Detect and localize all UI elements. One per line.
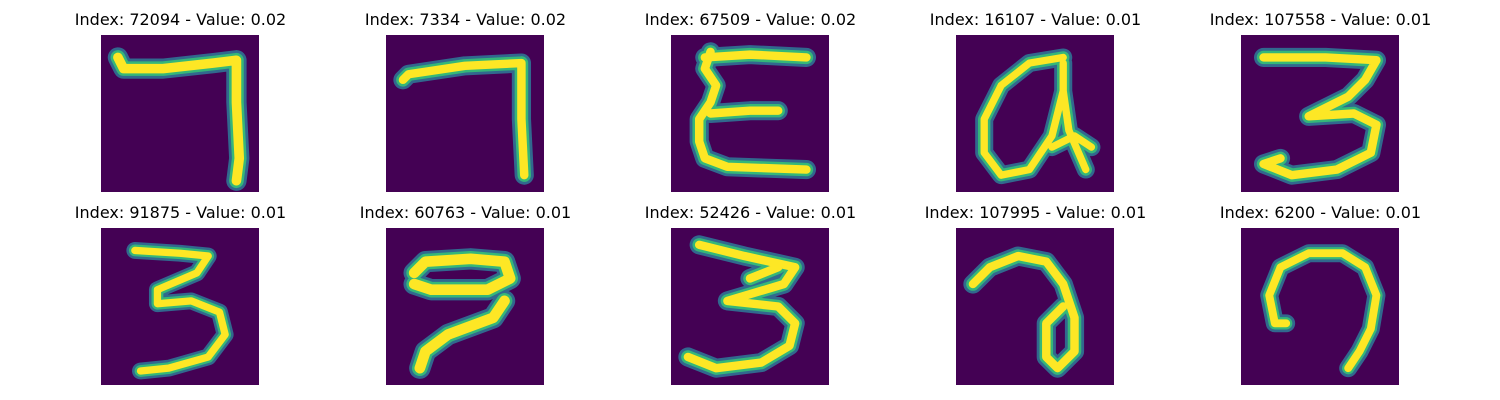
panel-9: Index: 107995 - Value: 0.01	[893, 193, 1178, 385]
panel-title: Index: 107995 - Value: 0.01	[924, 203, 1147, 222]
digit-image	[1241, 228, 1399, 385]
panel-title: Index: 6200 - Value: 0.01	[1219, 203, 1422, 222]
panel-title: Index: 107558 - Value: 0.01	[1209, 10, 1432, 29]
digit-image	[1241, 35, 1399, 192]
panel-title: Index: 91875 - Value: 0.01	[74, 203, 287, 222]
digit-image	[956, 35, 1114, 192]
panel-title: Index: 72094 - Value: 0.02	[74, 10, 287, 29]
digit-image	[956, 228, 1114, 385]
panel-title: Index: 7334 - Value: 0.02	[364, 10, 567, 29]
panel-title: Index: 67509 - Value: 0.02	[644, 10, 857, 29]
digit-image	[386, 35, 544, 192]
digit-image	[386, 228, 544, 385]
panel-6: Index: 91875 - Value: 0.01	[38, 193, 323, 385]
panel-2: Index: 7334 - Value: 0.02	[323, 0, 608, 192]
digit-image	[101, 228, 259, 385]
panel-title: Index: 16107 - Value: 0.01	[929, 10, 1142, 29]
panel-title: Index: 52426 - Value: 0.01	[644, 203, 857, 222]
digit-image	[101, 35, 259, 192]
panel-5: Index: 107558 - Value: 0.01	[1178, 0, 1463, 192]
panel-3: Index: 67509 - Value: 0.02	[608, 0, 893, 192]
panel-8: Index: 52426 - Value: 0.01	[608, 193, 893, 385]
digit-image	[671, 35, 829, 192]
digit-image	[671, 228, 829, 385]
panel-10: Index: 6200 - Value: 0.01	[1178, 193, 1463, 385]
panel-1: Index: 72094 - Value: 0.02	[38, 0, 323, 192]
panel-4: Index: 16107 - Value: 0.01	[893, 0, 1178, 192]
panel-7: Index: 60763 - Value: 0.01	[323, 193, 608, 385]
panel-title: Index: 60763 - Value: 0.01	[359, 203, 572, 222]
